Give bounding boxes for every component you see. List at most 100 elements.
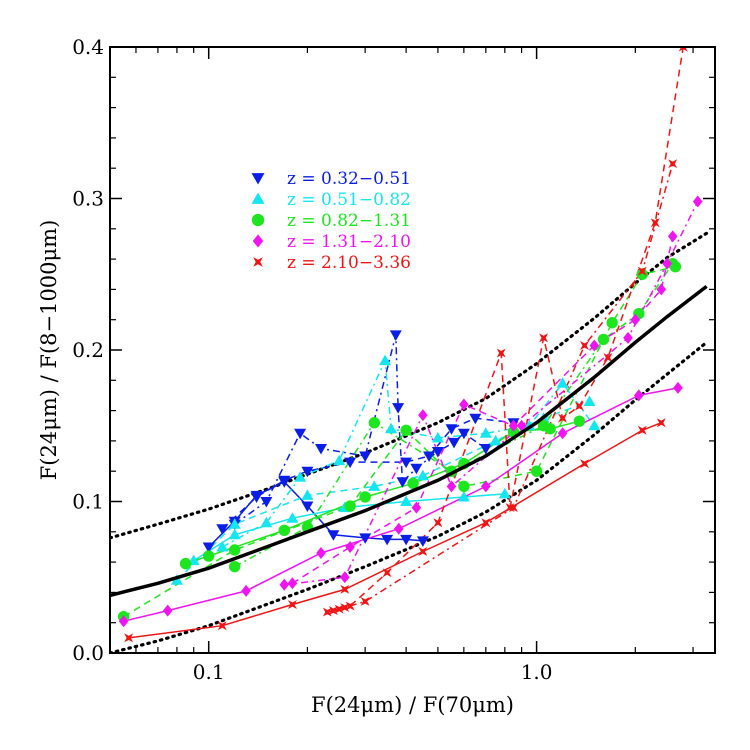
series-4-point xyxy=(394,522,404,535)
legend-label-5: z = 2.10−3.36 xyxy=(287,253,411,273)
series-4-dashdot-line xyxy=(284,201,699,586)
series-2-point xyxy=(556,377,569,388)
series-1-point xyxy=(359,533,372,544)
series-5-point xyxy=(678,47,688,52)
series-5-point xyxy=(580,341,589,350)
series-4-point xyxy=(162,604,173,617)
series-4-point xyxy=(656,283,667,296)
series-4-point xyxy=(459,398,469,411)
series-2-point xyxy=(379,354,392,366)
series-4-point xyxy=(287,577,298,590)
series-1-dashed-line xyxy=(221,417,514,530)
legend-marker-4 xyxy=(252,234,264,248)
series-4-point xyxy=(411,501,422,514)
series-4-point xyxy=(673,381,683,394)
legend-label-4: z = 1.31−2.10 xyxy=(287,232,411,252)
series-4-point xyxy=(316,547,326,559)
series-2-point xyxy=(489,434,502,446)
series-5-dashed-line xyxy=(327,47,684,613)
series-5-point xyxy=(481,518,491,528)
series-5-point xyxy=(603,353,613,362)
series-5-point xyxy=(574,401,584,411)
series-markers xyxy=(117,47,703,643)
legend-marker-3 xyxy=(251,213,265,227)
series-1-point xyxy=(202,542,215,553)
y-tick-label: 0.4 xyxy=(72,35,104,59)
series-2-point xyxy=(588,419,601,431)
series-5-point xyxy=(288,600,297,609)
series-5-point xyxy=(539,333,548,343)
model-bounds xyxy=(110,231,709,653)
series-3-point xyxy=(368,417,381,429)
series-2-point xyxy=(400,495,413,506)
series-3-dashdot-line xyxy=(234,263,674,568)
series-2-point xyxy=(216,541,229,552)
series-3-point xyxy=(400,424,412,436)
series-5-point xyxy=(217,621,227,631)
series-2-point xyxy=(333,454,346,466)
series-5-point xyxy=(340,603,350,612)
legend-marker-5 xyxy=(253,257,263,267)
series-5-point xyxy=(418,547,428,556)
series-5-point xyxy=(558,413,567,423)
legend-marker-1 xyxy=(251,173,265,185)
legend-marker-2 xyxy=(251,192,265,204)
series-4-point xyxy=(340,571,350,584)
series-4-point xyxy=(418,409,428,422)
legend: z = 0.32−0.51z = 0.51−0.82z = 0.82−1.31z… xyxy=(251,169,411,273)
series-5-point xyxy=(328,606,338,615)
series-1-point xyxy=(396,477,409,488)
series-3-dashed-line xyxy=(123,265,676,618)
series-5-point xyxy=(382,568,392,578)
series-3-point xyxy=(530,465,543,477)
y-tick-label: 0.3 xyxy=(72,187,104,211)
series-2-point xyxy=(301,489,314,500)
series-4-point xyxy=(623,331,633,344)
series-4-point xyxy=(634,389,644,402)
x-tick-label: 1.0 xyxy=(521,660,553,684)
x-axis-label: F(24μm) / F(70μm) xyxy=(311,693,514,717)
series-4-point xyxy=(692,195,703,208)
series-4-point xyxy=(662,257,672,270)
y-tick-label: 0.1 xyxy=(72,490,104,514)
series-4-point xyxy=(481,480,491,493)
series-1-point xyxy=(327,530,340,541)
series-5-point xyxy=(656,418,666,428)
series-4-point xyxy=(630,313,641,326)
series-4-point xyxy=(241,584,251,597)
series-4-dashed-line xyxy=(292,236,674,584)
series-1-point xyxy=(448,437,460,449)
series-2-point xyxy=(368,480,381,491)
series-4-point xyxy=(557,427,568,440)
series-1-solid-line xyxy=(208,480,423,548)
series-4-point xyxy=(667,230,678,243)
series-3-point xyxy=(359,491,371,503)
series-4-point xyxy=(279,578,290,591)
series-4-point xyxy=(516,419,527,432)
series-4-point xyxy=(508,419,519,432)
series-3-point xyxy=(179,557,192,570)
series-3-point xyxy=(278,524,290,536)
series-4-point xyxy=(589,339,600,352)
series-2-point xyxy=(385,422,398,434)
series-2-point xyxy=(294,471,307,482)
series-5-point xyxy=(124,633,134,643)
y-tick-label: 0.2 xyxy=(72,338,104,362)
series-2-point xyxy=(416,469,429,481)
model-bound-line-1 xyxy=(110,231,709,540)
model-curve-line xyxy=(110,285,708,598)
series-1-point xyxy=(445,424,458,435)
legend-label-1: z = 0.32−0.51 xyxy=(287,169,411,189)
series-1-point xyxy=(392,403,405,414)
series-2-point xyxy=(583,395,596,406)
series-3-point xyxy=(344,500,356,512)
series-1-point xyxy=(301,501,314,512)
series-3-point xyxy=(636,268,648,280)
series-2-point xyxy=(479,427,492,438)
series-3-point xyxy=(573,415,586,427)
series-3-point xyxy=(407,477,419,490)
series-1-point xyxy=(294,428,307,440)
series-3-point xyxy=(666,257,679,270)
series-1-point xyxy=(416,536,429,547)
